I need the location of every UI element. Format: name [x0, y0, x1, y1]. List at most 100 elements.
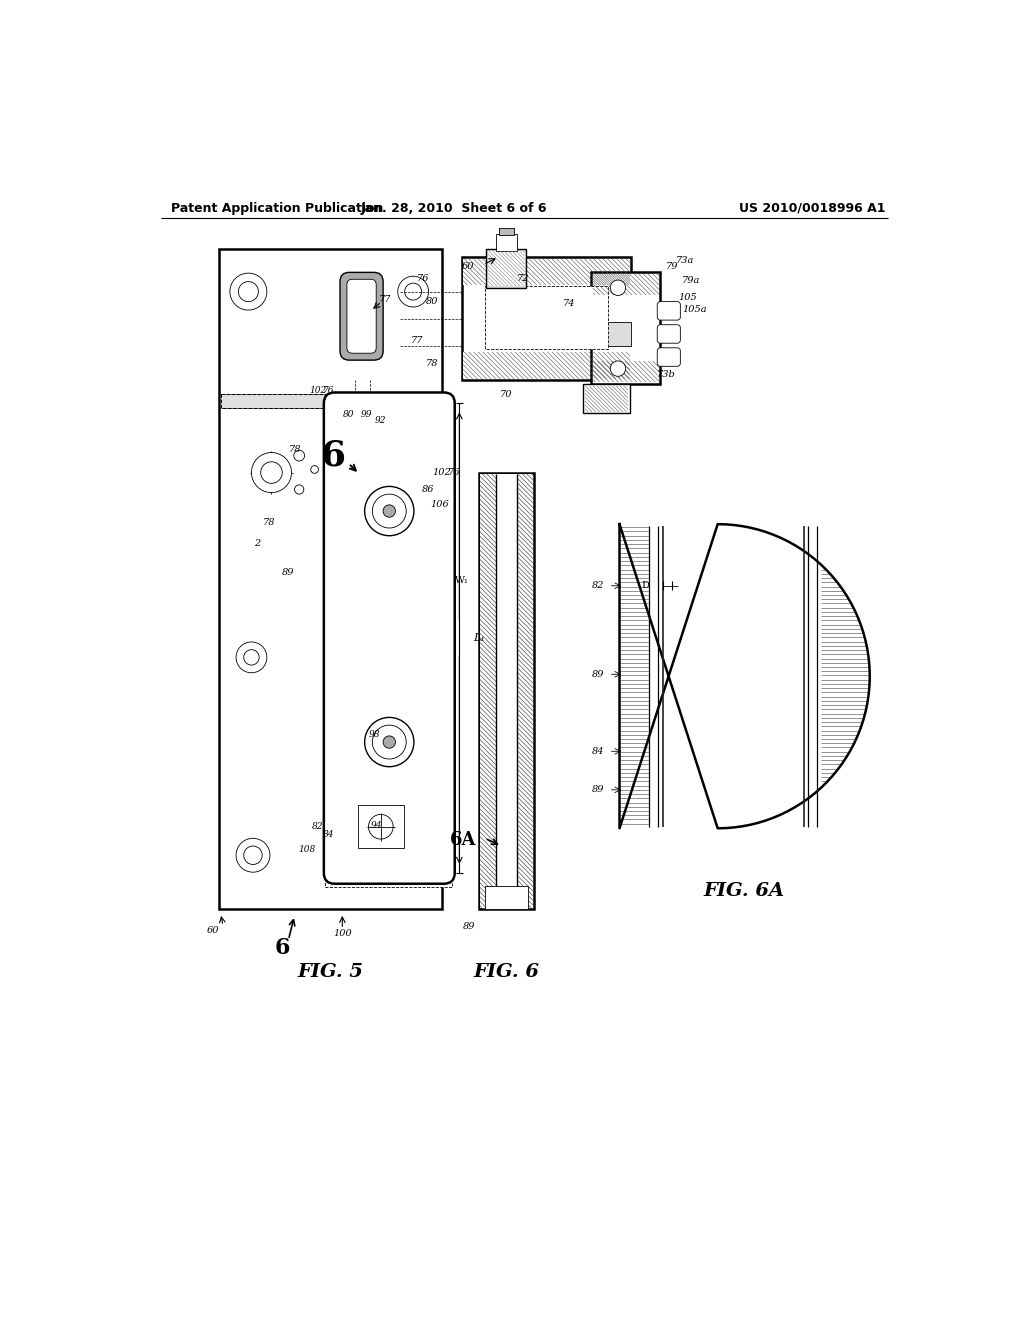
Circle shape [237, 642, 267, 673]
Circle shape [369, 814, 393, 840]
Text: 94: 94 [371, 821, 382, 830]
Bar [463, 259, 630, 285]
Text: 86: 86 [422, 484, 434, 494]
Bar [358, 281, 365, 289]
Bar [219, 249, 442, 909]
Bar [357, 805, 403, 847]
Circle shape [610, 280, 626, 296]
Text: Jan. 28, 2010  Sheet 6 of 6: Jan. 28, 2010 Sheet 6 of 6 [360, 202, 547, 215]
Text: 105a: 105a [682, 305, 707, 314]
Text: 84: 84 [323, 830, 334, 840]
Circle shape [237, 838, 270, 873]
Circle shape [373, 494, 407, 528]
Bar [515, 474, 532, 908]
Text: 77: 77 [411, 335, 423, 345]
Text: 89: 89 [592, 785, 604, 795]
Bar [478, 473, 535, 909]
Text: 89: 89 [283, 568, 295, 577]
Bar [463, 259, 630, 285]
Text: 60: 60 [207, 927, 219, 935]
Text: 78: 78 [263, 519, 275, 527]
Circle shape [404, 284, 422, 300]
Text: 92: 92 [375, 416, 387, 425]
Bar [591, 322, 631, 346]
Circle shape [383, 506, 395, 517]
Text: 79: 79 [666, 261, 678, 271]
Text: 76: 76 [323, 387, 334, 396]
Bar [487, 251, 525, 286]
Bar [220, 395, 335, 408]
Text: FIG. 5: FIG. 5 [298, 964, 364, 981]
Text: 82: 82 [592, 581, 604, 590]
Bar [462, 257, 631, 380]
FancyBboxPatch shape [324, 392, 455, 884]
Bar [486, 249, 526, 288]
Bar [484, 886, 528, 909]
Text: 106: 106 [431, 500, 450, 510]
Bar [593, 275, 658, 296]
Bar [584, 384, 630, 413]
Text: 102: 102 [432, 469, 451, 477]
Text: 84: 84 [592, 747, 604, 756]
Bar [487, 251, 525, 286]
Bar [480, 474, 497, 908]
Text: 6A: 6A [450, 830, 476, 849]
Circle shape [295, 484, 304, 494]
Circle shape [383, 737, 395, 748]
FancyBboxPatch shape [657, 302, 680, 321]
Text: 73a: 73a [676, 256, 694, 265]
Bar [496, 474, 517, 908]
Text: 6: 6 [274, 937, 290, 958]
Text: 89: 89 [463, 921, 475, 931]
Circle shape [261, 462, 283, 483]
Bar [585, 385, 628, 412]
Text: FIG. 6: FIG. 6 [473, 964, 540, 981]
Text: 70: 70 [500, 389, 513, 399]
Text: D: D [642, 581, 649, 590]
Text: 80: 80 [426, 297, 438, 306]
Circle shape [252, 453, 292, 492]
Circle shape [230, 273, 267, 310]
Text: 98: 98 [369, 730, 380, 739]
Circle shape [365, 718, 414, 767]
FancyBboxPatch shape [657, 325, 680, 343]
Bar [515, 474, 532, 908]
Text: 89: 89 [592, 669, 604, 678]
Circle shape [610, 360, 626, 376]
Text: Patent Application Publication: Patent Application Publication [171, 202, 383, 215]
Text: 78: 78 [426, 359, 438, 368]
FancyBboxPatch shape [657, 348, 680, 367]
Bar [585, 385, 628, 412]
Circle shape [239, 281, 258, 302]
Text: 76: 76 [417, 275, 429, 282]
Text: W₁: W₁ [455, 576, 469, 585]
Text: 105: 105 [679, 293, 697, 301]
Text: 102: 102 [309, 387, 327, 396]
Text: 77: 77 [379, 294, 391, 304]
Bar [593, 360, 658, 383]
Circle shape [244, 846, 262, 865]
Text: 73b: 73b [657, 371, 676, 379]
Bar [496, 234, 517, 251]
Circle shape [365, 487, 414, 536]
Text: 78: 78 [289, 445, 301, 454]
Text: 99: 99 [361, 409, 373, 418]
Text: 80: 80 [343, 409, 354, 418]
Text: 72: 72 [517, 275, 529, 282]
Bar [480, 474, 497, 908]
Bar [499, 227, 514, 235]
FancyBboxPatch shape [347, 280, 376, 354]
Text: 2: 2 [255, 539, 261, 548]
Text: US 2010/0018996 A1: US 2010/0018996 A1 [738, 202, 885, 215]
Text: 79a: 79a [682, 276, 700, 285]
Polygon shape [620, 524, 869, 829]
Text: L₁: L₁ [473, 634, 485, 643]
Text: 60: 60 [462, 261, 474, 271]
Bar [593, 275, 658, 296]
Bar [593, 360, 658, 383]
Bar [484, 286, 608, 350]
Bar [591, 272, 660, 384]
Circle shape [244, 649, 259, 665]
Circle shape [373, 725, 407, 759]
Bar [326, 396, 453, 887]
